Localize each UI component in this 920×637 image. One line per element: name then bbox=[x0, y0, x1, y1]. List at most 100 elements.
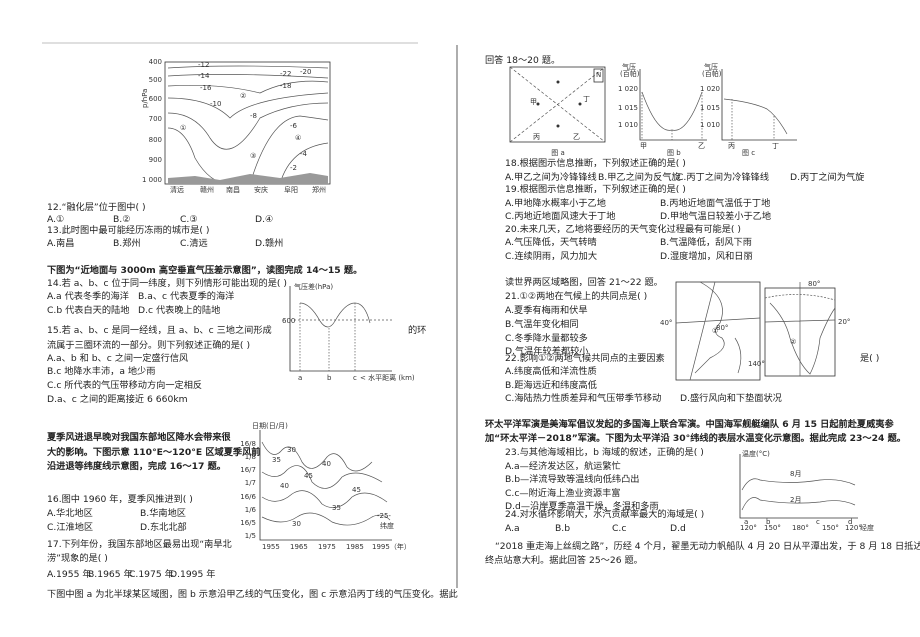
figure-contour: p/hPa 400 500 600 700 800 900 1 000 -12 … bbox=[141, 58, 331, 194]
question-stem: 16.图中 1960 年，夏季风推进到( ) bbox=[47, 494, 193, 505]
figure-monsoon: 日期(日/月) 16/8 1/8 16/7 1/7 16/6 1/6 16/5 … bbox=[240, 422, 411, 551]
svg-text:1 015: 1 015 bbox=[700, 104, 720, 112]
svg-text:16/7: 16/7 bbox=[240, 466, 256, 474]
svg-text:2月: 2月 bbox=[790, 496, 801, 504]
svg-text:阜阳: 阜阳 bbox=[284, 185, 298, 194]
intro: 大的影响。下图示意 110°E～120°E 区域夏季风前 bbox=[47, 447, 261, 458]
option: A.① bbox=[47, 214, 65, 225]
svg-text:甲: 甲 bbox=[530, 98, 537, 106]
svg-text:800: 800 bbox=[149, 136, 162, 144]
svg-text:-14: -14 bbox=[198, 72, 210, 80]
svg-text:40°: 40° bbox=[660, 319, 672, 327]
option: B.气温降低，刮风下雨 bbox=[660, 237, 752, 248]
svg-text:30: 30 bbox=[287, 446, 296, 454]
question-stem: 19.根据图示信息推断，下列叙述正确的是( ) bbox=[505, 184, 686, 195]
option: B.丙地近地面气温低于丁地 bbox=[660, 198, 771, 209]
svg-text:-22: -22 bbox=[280, 70, 291, 78]
option: A.甲地降水概率小于乙地 bbox=[505, 198, 606, 209]
svg-text:图 b: 图 b bbox=[667, 149, 681, 157]
svg-text:-8: -8 bbox=[250, 112, 257, 120]
question-stem: 22.影响①②两地气候共同点的主要因素 bbox=[505, 353, 665, 364]
svg-text:1/8: 1/8 bbox=[245, 453, 256, 461]
svg-text:120°: 120° bbox=[845, 524, 862, 532]
option: A.a—经济发达区，航运繁忙 bbox=[505, 461, 621, 472]
svg-text:图 c: 图 c bbox=[742, 149, 755, 157]
svg-text:900: 900 bbox=[149, 156, 162, 164]
question-stem: 17.下列年份，我国东部地区最易出现“南旱北 bbox=[47, 539, 232, 550]
option: D.c 代表晚上的陆地 bbox=[138, 305, 221, 316]
svg-text:①: ① bbox=[712, 327, 718, 335]
svg-text:丙: 丙 bbox=[533, 133, 540, 141]
intro: 下图为“近地面与 3000m 高空垂直气压差示意图”，读图完成 14～15 题。 bbox=[47, 265, 363, 276]
svg-text:35: 35 bbox=[272, 456, 281, 464]
option: B.c 地降水丰沛，a 地少雨 bbox=[47, 366, 156, 377]
svg-text:600: 600 bbox=[149, 95, 162, 103]
option: C.海陆热力性质差异和气压带季节移动 bbox=[505, 393, 662, 404]
svg-text:d: d bbox=[848, 518, 852, 526]
svg-text:气压: 气压 bbox=[622, 62, 636, 71]
svg-text:80°: 80° bbox=[716, 324, 728, 332]
figure-sst: 温度(°C) 8月 2月 a b c d 120° 150° 180° 150°… bbox=[739, 449, 874, 532]
option: B.郑州 bbox=[113, 238, 141, 249]
svg-text:45: 45 bbox=[352, 486, 361, 494]
svg-text:甲: 甲 bbox=[640, 142, 647, 150]
intro: 环太平洋军演是美海军倡议发起的多国海上联合军演。中国海军舰艇编队 6 月 15 … bbox=[485, 419, 894, 430]
svg-text:1995（年）: 1995（年） bbox=[372, 542, 411, 551]
question-stem: 21.①②两地在气候上的共同点是( ) bbox=[505, 291, 648, 302]
option: A.南昌 bbox=[47, 238, 75, 249]
svg-text:①: ① bbox=[180, 124, 186, 132]
option: B.华南地区 bbox=[140, 508, 186, 519]
option: D.盛行风向和下垫面状况 bbox=[680, 393, 782, 404]
svg-text:丁: 丁 bbox=[583, 95, 590, 103]
svg-text:140°: 140° bbox=[748, 360, 765, 368]
option: C.丙地近地面风速大于丁地 bbox=[505, 211, 616, 222]
svg-text:1 015: 1 015 bbox=[618, 104, 638, 112]
svg-text:150°: 150° bbox=[822, 524, 839, 532]
intro: 回答 18～20 题。 bbox=[485, 55, 561, 66]
question-stem: 12.“融化层”位于图中( ) bbox=[47, 202, 146, 213]
svg-text:-12: -12 bbox=[198, 61, 209, 69]
svg-text:②: ② bbox=[240, 92, 246, 100]
svg-text:1/6: 1/6 bbox=[245, 506, 257, 514]
svg-text:日期(日/月): 日期(日/月) bbox=[252, 422, 288, 430]
svg-text:南昌: 南昌 bbox=[226, 185, 240, 194]
option: D.丙丁之间为气旋 bbox=[790, 172, 865, 183]
option: C.清远 bbox=[180, 238, 208, 249]
svg-text:1965: 1965 bbox=[290, 543, 308, 551]
option: A.1955 年 bbox=[47, 569, 92, 580]
svg-text:b: b bbox=[766, 518, 771, 526]
svg-text:赣州: 赣州 bbox=[200, 185, 214, 194]
svg-text:清远: 清远 bbox=[170, 185, 184, 194]
intro: 加“环太平洋－2018”军演。下图为太平洋沿 30°纬线的表层水温变化示意图。据… bbox=[485, 433, 906, 444]
svg-text:-18: -18 bbox=[280, 82, 291, 90]
option: C.c—附近海上渔业资源丰富 bbox=[505, 488, 621, 499]
option: C.江淮地区 bbox=[47, 522, 94, 533]
option: D.d bbox=[670, 523, 686, 534]
option: D.东北北部 bbox=[140, 522, 187, 533]
option: B.b—洋流导致等温线向低纬凸出 bbox=[505, 474, 640, 485]
svg-text:1985: 1985 bbox=[346, 543, 364, 551]
question-stem: 13.此时图中最可能经历冻雨的城市是( ) bbox=[47, 225, 210, 236]
option: D.d—沿岸夏季高温干燥，冬温和多雨 bbox=[505, 501, 659, 512]
svg-text:16/5: 16/5 bbox=[240, 519, 256, 527]
figure-maps: 40° 140° 80° ① 80° 20° ② bbox=[660, 280, 850, 381]
svg-text:16/6: 16/6 bbox=[240, 493, 256, 501]
svg-text:(百帕): (百帕) bbox=[620, 69, 640, 78]
question-stem: 涝”现象的是( ) bbox=[47, 553, 108, 564]
option: A.a、b 和 b、c 之间一定盛行信风 bbox=[47, 353, 189, 364]
svg-text:②: ② bbox=[790, 338, 796, 346]
svg-text:c: c bbox=[816, 518, 820, 526]
svg-text:-10: -10 bbox=[210, 100, 221, 108]
svg-text:-25-: -25- bbox=[377, 512, 391, 520]
svg-text:40: 40 bbox=[280, 482, 289, 490]
svg-text:700: 700 bbox=[149, 115, 162, 123]
option: D.赣州 bbox=[255, 238, 284, 249]
option: D.a、c 之间的距离接近 6 660km bbox=[47, 394, 188, 405]
svg-text:丁: 丁 bbox=[772, 142, 779, 150]
option: B.② bbox=[113, 214, 131, 225]
intro: 下图中图 a 为北半球某区域图，图 b 示意沿甲乙线的气压变化，图 c 示意沿丙… bbox=[47, 589, 458, 600]
option: D.④ bbox=[255, 214, 274, 225]
svg-text:p/hPa: p/hPa bbox=[141, 89, 149, 108]
svg-text:1 010: 1 010 bbox=[618, 121, 638, 129]
